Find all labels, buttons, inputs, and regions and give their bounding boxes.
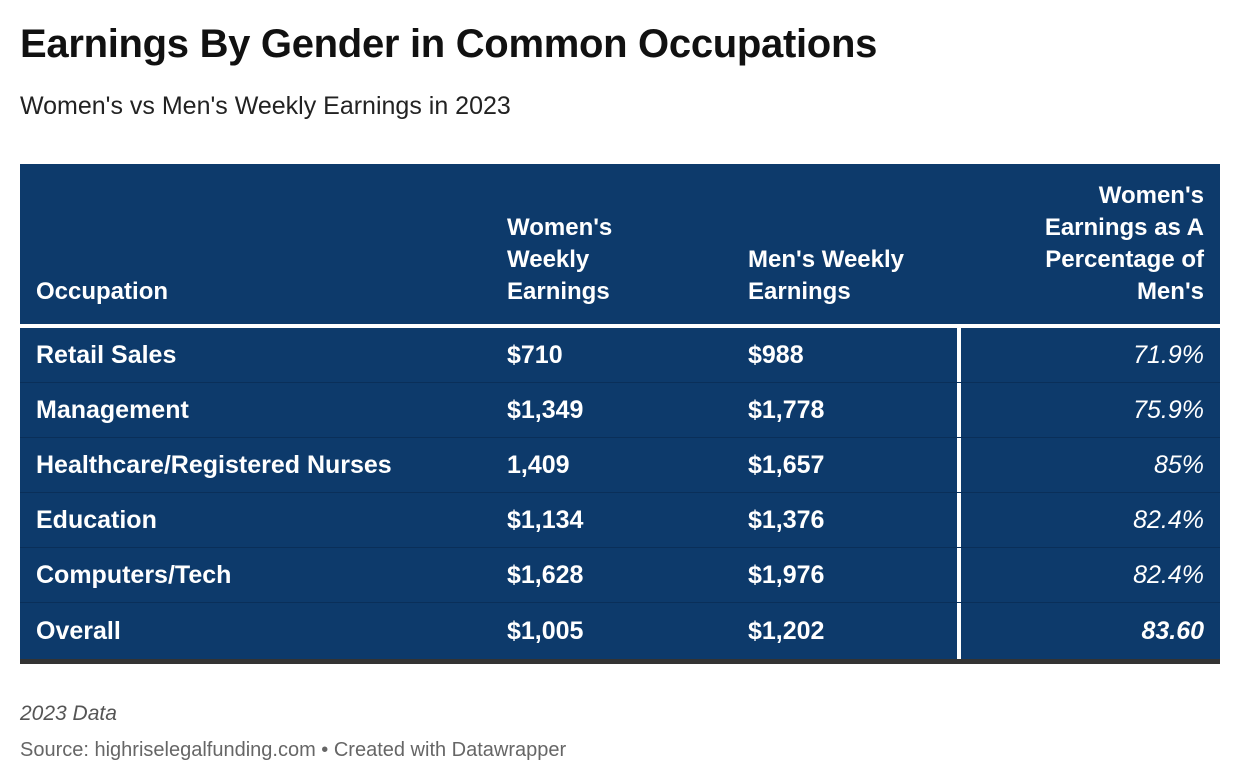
cell-occupation-total: Overall [36,617,121,645]
cell-percentage: 82.4% [1133,561,1204,589]
cell-percentage-total: 83.60 [1141,617,1204,645]
column-divider [957,328,961,382]
header-mens-weekly-earnings[interactable]: Men's Weekly Earnings [748,246,904,305]
column-divider [957,383,961,437]
cell-mens-earnings-total: $1,202 [748,617,825,645]
cell-womens-earnings: $1,134 [507,506,584,534]
chart-subtitle: Women's vs Men's Weekly Earnings in 2023 [20,92,511,120]
cell-occupation: Education [36,506,157,534]
data-note: 2023 Data [20,702,117,725]
earnings-table: Occupation Women's Weekly Earnings Men's… [20,164,1220,664]
column-divider [957,548,961,602]
column-divider [957,603,961,659]
table-row: Computers/Tech $1,628 $1,976 82.4% [20,547,1220,602]
cell-womens-earnings: 1,409 [507,451,570,479]
cell-percentage: 71.9% [1133,341,1204,369]
column-divider [957,438,961,492]
header-percentage-of-mens[interactable]: Women's Earnings as A Percentage of Men'… [1044,182,1204,305]
cell-percentage: 82.4% [1133,506,1204,534]
cell-womens-earnings: $1,349 [507,396,584,424]
cell-occupation: Retail Sales [36,341,177,369]
table-header: Occupation Women's Weekly Earnings Men's… [20,164,1220,328]
cell-occupation: Computers/Tech [36,561,232,589]
cell-mens-earnings: $1,376 [748,506,825,534]
table-row: Education $1,134 $1,376 82.4% [20,492,1220,547]
cell-mens-earnings: $988 [748,341,804,369]
cell-womens-earnings-total: $1,005 [507,617,584,645]
cell-occupation: Management [36,396,189,424]
cell-womens-earnings: $710 [507,341,563,369]
cell-percentage: 85% [1153,451,1204,479]
header-womens-weekly-earnings[interactable]: Women's Weekly Earnings [507,214,613,305]
cell-mens-earnings: $1,657 [748,451,825,479]
header-occupation[interactable]: Occupation [36,278,169,305]
cell-occupation: Healthcare/Registered Nurses [36,451,392,479]
source-credit: Source: highriselegalfunding.com • Creat… [20,739,567,761]
column-divider [957,493,961,547]
table-row: Healthcare/Registered Nurses 1,409 $1,65… [20,437,1220,492]
cell-womens-earnings: $1,628 [507,561,584,589]
cell-mens-earnings: $1,778 [748,396,825,424]
table-row: Retail Sales $710 $988 71.9% [20,328,1220,382]
chart-title: Earnings By Gender in Common Occupations [20,22,878,66]
table-row: Management $1,349 $1,778 75.9% [20,382,1220,437]
cell-percentage: 75.9% [1133,396,1204,424]
cell-mens-earnings: $1,976 [748,561,825,589]
table-total-row: Overall $1,005 $1,202 83.60 [20,602,1220,659]
